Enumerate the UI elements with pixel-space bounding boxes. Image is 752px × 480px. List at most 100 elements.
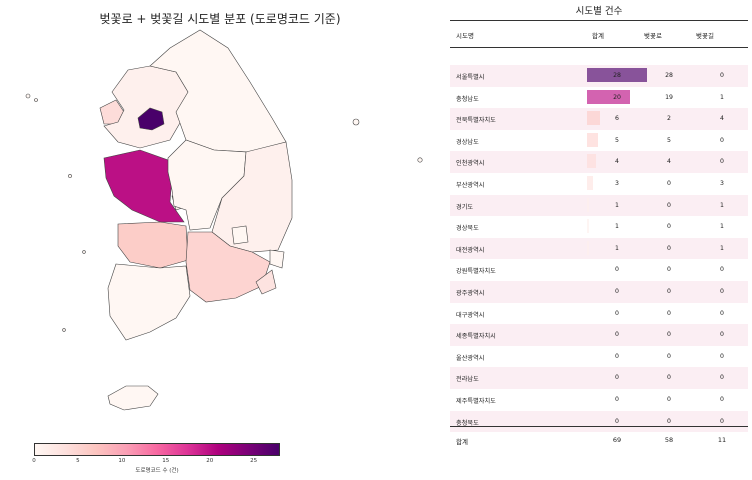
row-road: 0 [667, 331, 671, 339]
footer-gil: 11 [717, 436, 727, 444]
table-row: 울산광역시 0 0 0 [450, 346, 748, 368]
row-total: 0 [615, 417, 619, 425]
row-gil: 0 [720, 374, 724, 382]
island-5 [352, 118, 360, 126]
row-gil: 1 [720, 244, 724, 252]
map-panel: 벚꽃로 + 벚꽃길 시도별 분포 (도로명코드 기준) 0 5 10 15 20 25 도… [25, 12, 423, 474]
island-1 [34, 98, 38, 102]
row-road: 0 [667, 417, 671, 425]
row-gil: 0 [720, 417, 724, 425]
colorbar-tick: 10 [118, 458, 126, 464]
row-name: 세종특별자치시 [456, 333, 496, 341]
row-total-bar [587, 219, 590, 234]
table-row: 대구광역시 0 0 0 [450, 303, 748, 325]
row-total-bar [587, 240, 590, 255]
row-name: 부산광역시 [456, 181, 485, 189]
colorbar-ticks: 0 5 10 15 20 25 [32, 456, 280, 466]
row-name: 경기도 [456, 203, 474, 211]
row-total: 1 [615, 223, 619, 231]
region-busan [255, 269, 277, 295]
island-2 [68, 174, 72, 178]
colorbar-label: 도로명코드 수 (건) [135, 468, 179, 474]
row-total-bar [587, 132, 598, 147]
region-chungnam [103, 149, 185, 223]
table-row: 충청남도 20 19 1 [450, 87, 748, 109]
table-header: 시도명 합계 벚꽃로 벚꽃길 [450, 20, 748, 48]
row-gil: 3 [720, 179, 724, 187]
row-total: 0 [615, 266, 619, 274]
row-total: 0 [615, 331, 619, 339]
row-name: 울산광역시 [456, 354, 485, 362]
island-3 [82, 250, 86, 254]
table-row: 강원특별자치도 0 0 0 [450, 259, 748, 281]
row-road: 4 [667, 158, 671, 166]
table-row: 제주특별자치도 0 0 0 [450, 389, 748, 411]
map-title: 벚꽃로 + 벚꽃길 시도별 분포 (도로명코드 기준) [99, 12, 341, 26]
row-gil: 0 [720, 331, 724, 339]
row-total: 0 [615, 287, 619, 295]
row-total: 20 [613, 93, 621, 101]
colorbar-tick: 0 [32, 458, 36, 464]
row-name: 충청남도 [456, 95, 479, 103]
row-road: 28 [665, 72, 673, 79]
korea-map [25, 29, 423, 411]
row-name: 강원특별자치도 [456, 268, 496, 276]
table-row: 광주광역시 0 0 0 [450, 280, 748, 303]
row-gil: 1 [720, 223, 724, 231]
row-total: 4 [615, 158, 619, 166]
island-6 [417, 157, 423, 163]
row-total-bar [587, 154, 596, 169]
region-chungbuk [167, 139, 247, 231]
row-gil: 1 [720, 201, 724, 209]
header-road: 벚꽃로 [644, 32, 662, 40]
table-panel: 시도별 건수 시도명 합계 벚꽃로 벚꽃길 서울특별시 28 28 0 충청남도 20 19… [450, 0, 748, 480]
row-gil: 1 [720, 93, 724, 101]
row-name: 전라남도 [456, 376, 479, 384]
row-gil: 0 [720, 309, 724, 317]
row-road: 0 [667, 374, 671, 382]
row-road: 2 [667, 115, 671, 123]
table-row: 서울특별시 28 28 0 [450, 65, 748, 87]
region-daegu [231, 225, 249, 245]
table-row: 경상남도 5 5 0 [450, 130, 748, 152]
colorbar-tick: 20 [206, 458, 214, 464]
row-name: 광주광역시 [456, 289, 485, 297]
row-name: 경상남도 [456, 138, 479, 146]
row-total-bar [587, 111, 600, 126]
row-road: 0 [667, 287, 671, 295]
row-gil: 0 [720, 395, 724, 403]
colorbar-tick: 5 [76, 458, 80, 464]
region-jeju [107, 385, 159, 411]
colorbar-gradient [34, 443, 280, 456]
row-total-bar [587, 175, 594, 190]
row-total-bar [587, 68, 647, 82]
region-jeonnam [107, 263, 191, 341]
colorbar-tick: 15 [162, 458, 170, 464]
table-body: 서울특별시 28 28 0 충청남도 20 19 1 전북특별자치도 6 2 4 경상남도 5 5 0 인천광역… [450, 65, 748, 433]
row-gil: 0 [720, 136, 724, 144]
row-total: 28 [613, 72, 621, 79]
table-title: 시도별 건수 [575, 6, 623, 17]
table-row: 세종특별자치시 0 0 0 [450, 324, 748, 346]
row-total-bar [587, 197, 590, 212]
table-row: 부산광역시 3 0 3 [450, 173, 748, 195]
row-gil: 0 [720, 287, 724, 295]
row-road: 5 [667, 136, 671, 144]
island-4 [62, 328, 66, 332]
table-row: 경기도 1 0 1 [450, 194, 748, 217]
header-gil: 벚꽃길 [696, 32, 714, 40]
row-total: 1 [615, 201, 619, 209]
footer-road: 58 [664, 436, 674, 444]
row-total: 1 [615, 244, 619, 252]
row-name: 경상북도 [456, 225, 479, 233]
table-row: 경상북도 1 0 1 [450, 216, 748, 238]
row-gil: 0 [720, 72, 724, 79]
row-name: 대구광역시 [456, 311, 485, 319]
row-name: 제주특별자치도 [456, 397, 496, 405]
row-total-bar [587, 89, 630, 104]
row-road: 0 [667, 201, 671, 209]
row-gil: 0 [720, 352, 724, 360]
header-name: 시도명 [456, 32, 474, 40]
row-name: 대전광역시 [456, 246, 485, 254]
row-total: 0 [615, 309, 619, 317]
